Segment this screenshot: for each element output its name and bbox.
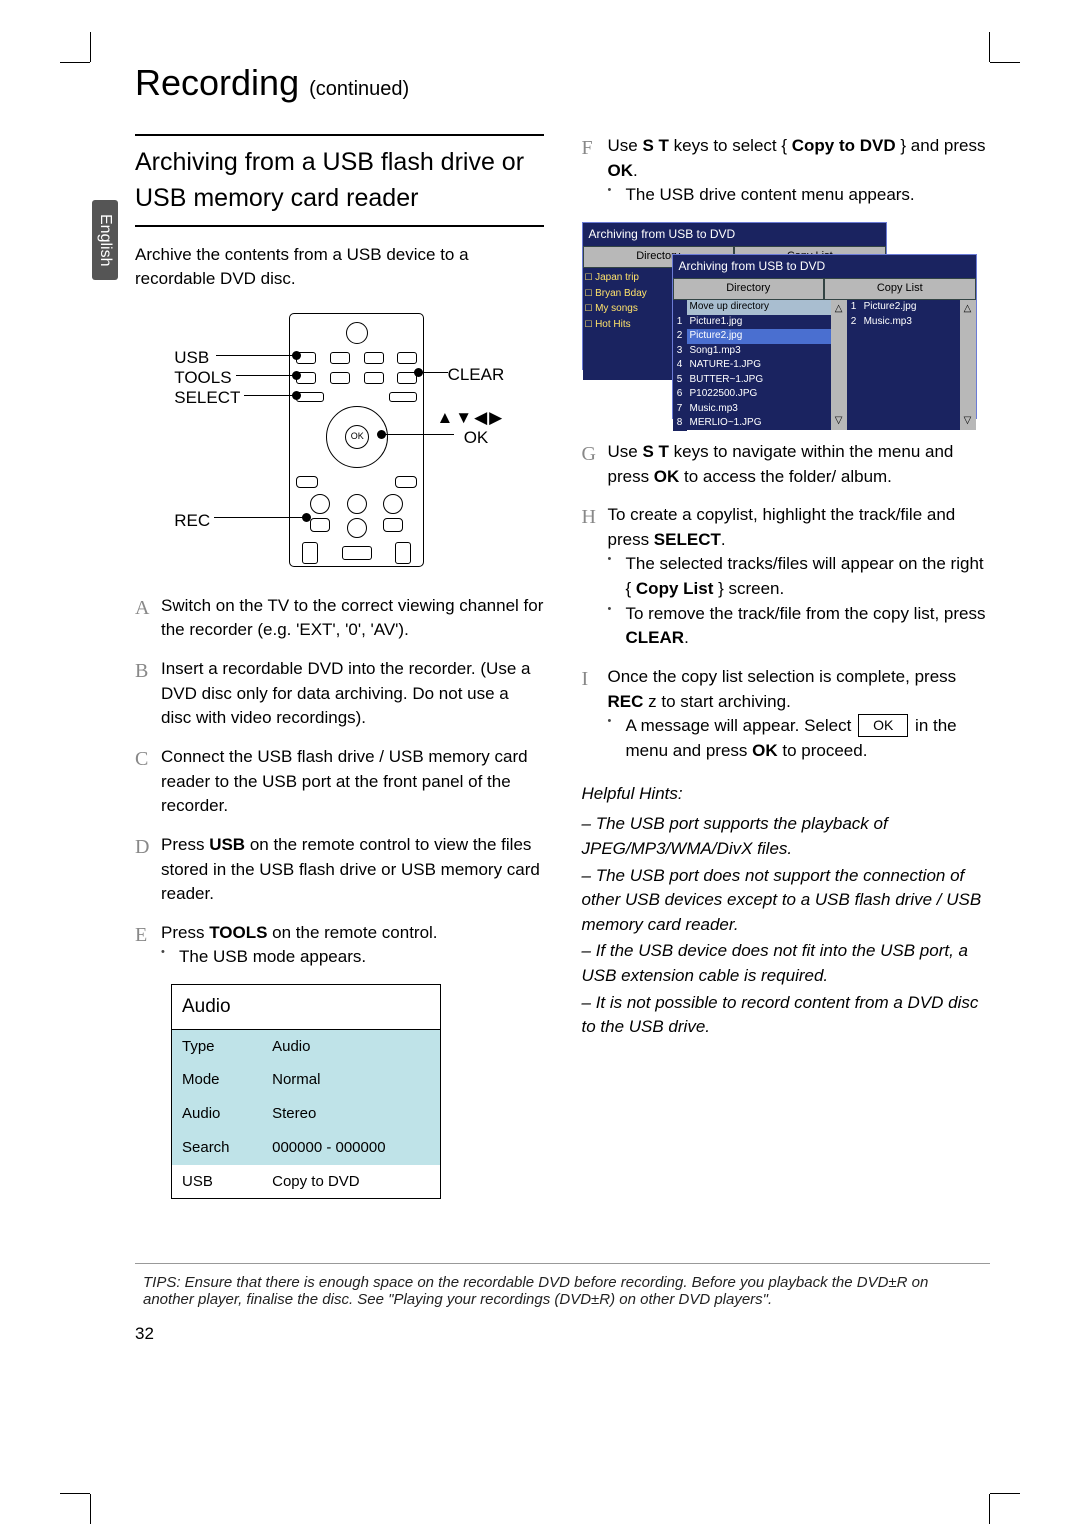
section-heading: Archiving from a USB ﬂash drive or USB m… [135, 134, 544, 227]
step-G: G Use S T keys to navigate within the me… [582, 440, 991, 489]
ok: OK [752, 741, 778, 760]
shot-title: Archiving from USB to DVD [583, 223, 886, 246]
audio-table: Audio TypeAudioModeNormalAudioStereoSear… [171, 984, 441, 1199]
shot-title-b: Archiving from USB to DVD [673, 255, 976, 278]
remote-diagram: OK [135, 310, 544, 570]
ok: OK [608, 161, 634, 180]
remote-label-select: SELECT [174, 386, 240, 411]
step-H-sub2: To remove the track/file from the copy l… [608, 602, 991, 651]
select: SELECT [654, 530, 721, 549]
audio-row: TypeAudio [172, 1029, 441, 1063]
step-D: DPress USB on the remote control to view… [135, 833, 544, 907]
tab-copylist-b: Copy List [824, 278, 976, 300]
section-intro: Archive the contents from a USB device t… [135, 243, 544, 292]
text: Use [608, 442, 643, 461]
keys: S T [642, 442, 668, 461]
text: . [721, 530, 726, 549]
text: to access the folder/ album. [679, 467, 892, 486]
copylist: Copy List [636, 579, 713, 598]
step-F: F Use S T keys to select { Copy to DVD }… [582, 134, 991, 208]
tab-directory-b: Directory [673, 278, 825, 300]
hint: It is not possible to record content fro… [582, 991, 991, 1040]
step-B: BInsert a recordable DVD into the record… [135, 657, 544, 731]
keys: S T [642, 136, 668, 155]
audio-row: USBCopy to DVD [172, 1165, 441, 1199]
remote-label-ok: OK [464, 426, 489, 451]
hint: If the USB device does not ﬁt into the U… [582, 939, 991, 988]
hint: The USB port supports the playback of JP… [582, 812, 991, 861]
rec: REC [608, 692, 644, 711]
text: . [684, 628, 689, 647]
text: Use [608, 136, 643, 155]
step-I-sub: A message will appear. Select OK in the … [608, 714, 991, 763]
step-H-sub1: The selected tracks/files will appear on… [608, 552, 991, 601]
remote-label-rec: REC [174, 509, 210, 534]
step-I: I Once the copy list selection is comple… [582, 665, 991, 764]
ok: OK [654, 467, 680, 486]
audio-row: Search000000 - 000000 [172, 1131, 441, 1165]
title-continued: (continued) [309, 78, 409, 100]
text: } screen. [713, 579, 784, 598]
audio-table-title: Audio [172, 985, 441, 1030]
text: to start archiving. [661, 692, 790, 711]
hint: The USB port does not support the connec… [582, 864, 991, 938]
text: . [633, 161, 638, 180]
step-C: CConnect the USB flash drive / USB memor… [135, 745, 544, 819]
language-tab: English [92, 200, 118, 280]
rec-dot: z [648, 692, 657, 711]
page-title: Recording (continued) [135, 62, 990, 104]
title-main: Recording [135, 62, 299, 103]
text: To remove the track/file from the copy l… [626, 604, 986, 623]
audio-row: ModeNormal [172, 1063, 441, 1097]
tips-footer: TIPS: Ensure that there is enough space … [135, 1263, 990, 1308]
step-F-sub: The USB drive content menu appears. [608, 183, 991, 208]
remote-label-clear: CLEAR [448, 363, 505, 388]
text: Once the copy list selection is complete… [608, 667, 957, 686]
option: Copy to DVD [792, 136, 896, 155]
audio-row: AudioStereo [172, 1097, 441, 1131]
step-A: ASwitch on the TV to the correct viewing… [135, 594, 544, 643]
text: A message will appear. Select [626, 716, 857, 735]
ok-button-graphic: OK [858, 714, 908, 736]
text: } and press [896, 136, 986, 155]
text: to proceed. [778, 741, 868, 760]
page-number: 32 [135, 1324, 990, 1344]
step-H: H To create a copylist, highlight the tr… [582, 503, 991, 651]
clear: CLEAR [626, 628, 685, 647]
usb-to-dvd-screenshot: Archiving from USB to DVD DirectoryCopy … [582, 222, 977, 422]
step-E: EPress TOOLS on the remote control.The U… [135, 921, 544, 970]
text: keys to select { [669, 136, 792, 155]
hints-heading: Helpful Hints: [582, 782, 991, 807]
